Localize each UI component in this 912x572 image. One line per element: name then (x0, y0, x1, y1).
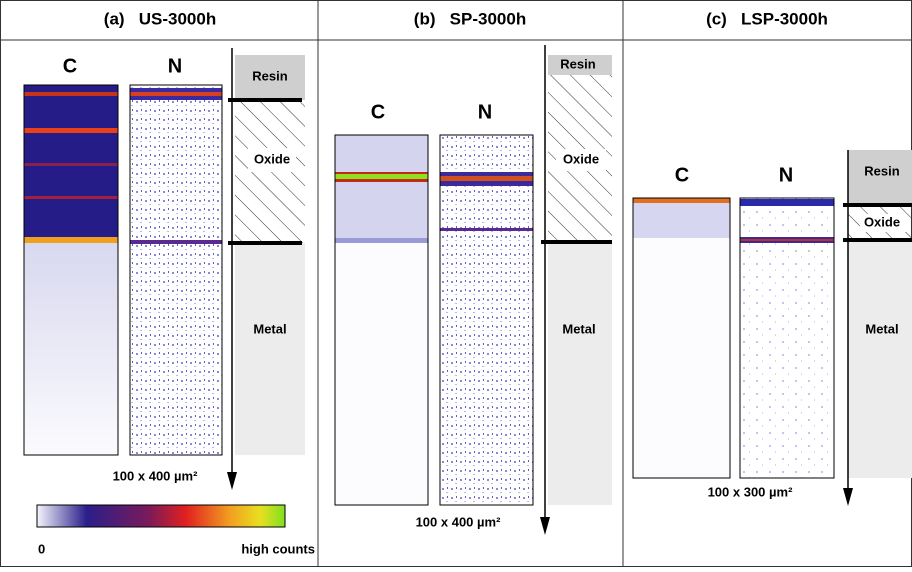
arrowhead (843, 488, 853, 506)
layer-label: Metal (562, 321, 595, 336)
layer-label: Oxide (864, 214, 900, 229)
panel-title: (c) LSP-3000h (706, 9, 828, 28)
layer-label: Metal (865, 321, 898, 336)
map-label: C (675, 164, 689, 186)
layer-label: Resin (252, 68, 287, 83)
resin-layer (848, 150, 912, 205)
arrowhead (540, 517, 550, 535)
layer-label: Resin (560, 56, 595, 71)
c-map (334, 134, 429, 506)
panel-title: (b) SP-3000h (414, 9, 526, 28)
colorbar-min: 0 (38, 541, 45, 556)
resin-layer (235, 55, 305, 100)
label-bg (248, 148, 296, 172)
colorbar-max: high counts (241, 541, 315, 556)
scale-label: 100 x 300 µm² (708, 484, 793, 499)
metal-layer (235, 243, 305, 455)
layer-label: Metal (253, 321, 286, 336)
metal-layer (848, 240, 912, 478)
resin-layer (548, 55, 612, 75)
layer-label: Oxide (254, 151, 290, 166)
colorbar (36, 504, 286, 528)
n-map (739, 197, 835, 479)
scale-label: 100 x 400 µm² (416, 514, 501, 529)
layer-label: Oxide (563, 151, 599, 166)
c-map (23, 84, 119, 456)
metal-layer (548, 242, 612, 505)
c-map (632, 197, 731, 479)
layer-label: Resin (864, 163, 899, 178)
n-map (439, 134, 534, 506)
label-bg (556, 149, 606, 171)
arrowhead (227, 472, 237, 490)
map-label: N (478, 101, 492, 123)
label-bg (860, 214, 906, 232)
map-label: C (63, 55, 77, 77)
map-label: C (371, 101, 385, 123)
n-map (129, 84, 223, 456)
scale-label: 100 x 400 µm² (113, 468, 198, 483)
map-label: N (168, 55, 182, 77)
panel-title: (a) US-3000h (104, 9, 216, 28)
map-label: N (779, 164, 793, 186)
